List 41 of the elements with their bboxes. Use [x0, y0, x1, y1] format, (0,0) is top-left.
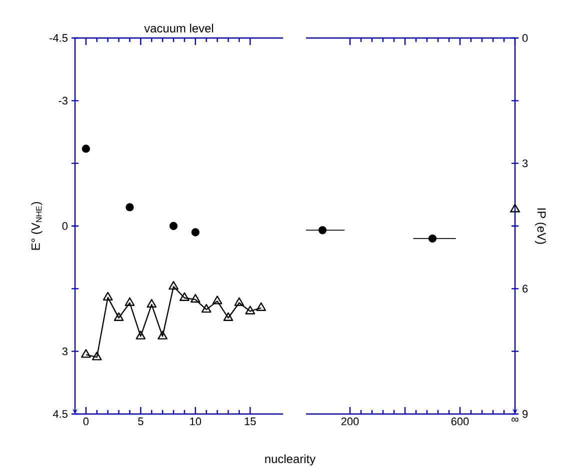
point [124, 297, 135, 306]
point [245, 306, 256, 314]
x-tick-label: 10 [190, 418, 202, 426]
point [256, 302, 266, 311]
x-tick-label: 5 [138, 418, 144, 426]
point [201, 304, 212, 313]
x-tick-label: ∞ [512, 418, 518, 422]
x-tick-label: 0 [83, 418, 89, 426]
y2-tick-label: 0 [522, 34, 528, 42]
chart-title: vacuum level [144, 24, 214, 32]
point [168, 281, 178, 290]
y2-tick-label: 3 [522, 159, 528, 168]
point [146, 298, 157, 308]
point [190, 294, 200, 303]
point [158, 330, 168, 340]
point [126, 203, 134, 212]
y-tick-label: 0 [62, 222, 68, 230]
y-tick-label: 4.5 [52, 410, 68, 418]
x-axis-title: nuclearity [265, 454, 316, 466]
x-tick-label: 15 [244, 418, 256, 426]
point [82, 144, 90, 153]
point [212, 296, 222, 304]
y2-axis-title: IP (eV) [534, 208, 546, 244]
point [114, 312, 124, 322]
point [102, 292, 113, 301]
y-tick-label: -3 [58, 96, 68, 105]
point [81, 349, 91, 358]
y-axis-title: E° (V$_{NHE}$) [31, 202, 42, 250]
y2-tick-label: 6 [522, 284, 528, 293]
point [191, 228, 200, 236]
point [136, 330, 146, 340]
point [92, 352, 102, 360]
y2-tick-label: 9 [522, 410, 528, 418]
x-tick-label: 600 [451, 418, 469, 426]
x-tick-label: 200 [341, 418, 359, 426]
point [169, 222, 178, 230]
point [223, 312, 234, 322]
point [234, 297, 244, 306]
y-tick-label: -4.5 [50, 34, 68, 42]
point [180, 292, 190, 301]
y-tick-label: 3 [62, 347, 68, 356]
